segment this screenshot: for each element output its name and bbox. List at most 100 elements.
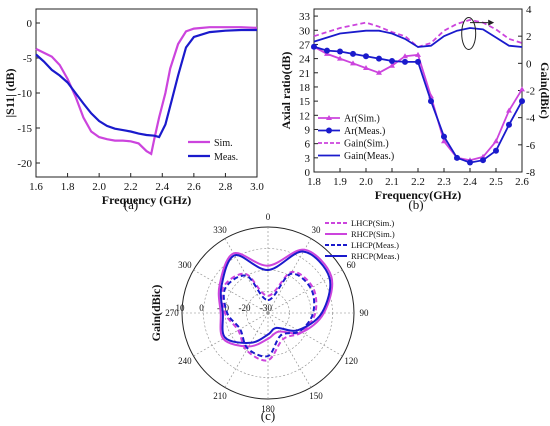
series-line-rhcpmeas [219,250,332,344]
ytick-label-right-b: 2 [526,31,532,43]
marker-point-armeas [454,154,460,161]
ytick-label-b: 6 [305,139,311,151]
series-line-rhcpsim [217,248,334,348]
polar-r-label: -30 [260,303,272,313]
marker-point-armeas [441,133,447,140]
xtick-label-b: 1.8 [307,176,321,188]
legend-label-a: Meas. [214,152,238,163]
polar-angle-label: 300 [178,260,192,270]
panel-a: 1.6 1.8 2.0 2.2 2.4 2.6 2.8 3.0 0 -5 -10 -15 -20 Freq… [3,8,264,212]
legend-label-b: Gain(Sim.) [344,139,389,150]
legend-label-c: LHCP(Meas.) [351,240,399,250]
series-line-lhcpsim [220,270,318,362]
xtick-label-b: 2.2 [411,176,425,188]
marker-point-armeas [350,50,356,57]
ytick-label-b: 18 [299,82,311,94]
xtick-label-b: 2.4 [463,176,477,188]
ytick-label-right-b: -2 [526,86,535,98]
marker-point-arsim [415,51,421,57]
xtick-label-a: 1.6 [29,181,43,193]
ytick-label-b: 24 [299,54,311,66]
polar-r-label: 10 [176,303,186,313]
ytick-label-b: 33 [299,11,311,23]
panel-b: 1.8 1.9 2.0 2.1 2.2 2.3 2.4 2.5 2.6 0 3 6 9 12 15 18 21 2… [279,4,550,212]
legend-label-b: Ar(Meas.) [344,126,385,137]
legend-label-c: RHCP(Meas.) [351,251,400,261]
marker-point-armeas [324,47,330,54]
ytick-label-a: -5 [23,53,33,65]
polar-r-label: -20 [239,303,251,313]
polar-r-label: 0 [199,303,204,313]
ytick-label-a: -15 [17,123,32,135]
polar-angle-label: 210 [213,391,227,401]
yaxis-label-right-b: Gain(dBic) [538,62,550,119]
marker-point-arsim [350,60,356,66]
xtick-label-a: 2.4 [155,181,169,193]
ytick-label-right-b: 0 [526,58,532,70]
polar-angle-label: 120 [344,356,358,366]
marker-point-arsim [402,53,408,59]
marker-point-armeas [428,98,434,105]
marker-point-armeas [389,57,395,64]
ytick-label-a: -10 [17,88,32,100]
polar-angle-label: 90 [360,308,370,318]
series-line-gainmeas [313,27,523,48]
ytick-label-b: 21 [299,68,310,80]
polar-angle-label: 150 [309,391,323,401]
marker-point-arsim [506,107,512,113]
polar-spoke [267,312,343,357]
panel-label-c: (c) [261,408,275,423]
marker-point-arsim [441,138,447,144]
marker-point-armeas [506,121,512,128]
marker-point-armeas [376,55,382,62]
xtick-label-b: 2.1 [385,176,399,188]
xtick-label-b: 1.9 [333,176,347,188]
ytick-label-b: 0 [305,167,311,179]
marker-point-armeas [337,48,343,55]
marker-point-armeas [363,53,369,60]
series-line-gainsim [313,18,523,49]
ytick-label-right-b: -4 [526,113,536,125]
panel-label-a: (a) [124,197,138,212]
ytick-label-b: 30 [299,25,311,37]
ytick-label-right-b: -6 [526,140,536,152]
ytick-label-b: 15 [299,96,311,108]
xtick-label-b: 2.5 [489,176,503,188]
xtick-label-b: 2.0 [359,176,373,188]
xtick-label-b: 2.6 [515,176,529,188]
ytick-label-b: 3 [305,153,311,165]
legend-label-c: LHCP(Sim.) [351,218,394,228]
ytick-label-b: 9 [305,124,311,136]
polar-angle-label: 270 [165,308,179,318]
ytick-label-right-b: -8 [526,167,536,179]
ytick-label-b: 12 [299,110,310,122]
xtick-label-a: 3.0 [250,181,264,193]
legend-label-b: Gain(Meas.) [344,151,394,162]
xtick-label-a: 2.8 [219,181,233,193]
marker-point-armeas [519,98,525,105]
polar-angle-label: 240 [178,356,192,366]
polar-angle-label: 330 [213,225,227,235]
marker-point-armeas [480,157,486,164]
ytick-label-b: 27 [299,39,311,51]
series-line-meas [35,28,257,139]
yaxis-label-a: |S11| (dB) [3,69,17,118]
series-line-lhcpmeas [222,272,316,358]
xtick-label-a: 1.8 [61,181,75,193]
yaxis-label-c: Gain(dBic) [149,285,163,342]
annotation-arrowhead [488,19,495,26]
series-line-sim [35,26,258,156]
marker-point-armeas [402,58,408,65]
xtick-label-a: 2.0 [92,181,106,193]
xtick-label-b: 2.3 [437,176,451,188]
legend-label-c: RHCP(Sim.) [351,229,395,239]
marker-point-arsim [363,65,369,71]
legend-marker-b [326,115,332,120]
marker-point-arsim [389,62,395,68]
ytick-label-a: -20 [17,158,32,170]
legend-label-a: Sim. [214,138,233,149]
marker-point-arsim [519,86,525,92]
marker-point-armeas [415,58,421,65]
legend-label-b: Ar(Sim.) [344,114,380,125]
